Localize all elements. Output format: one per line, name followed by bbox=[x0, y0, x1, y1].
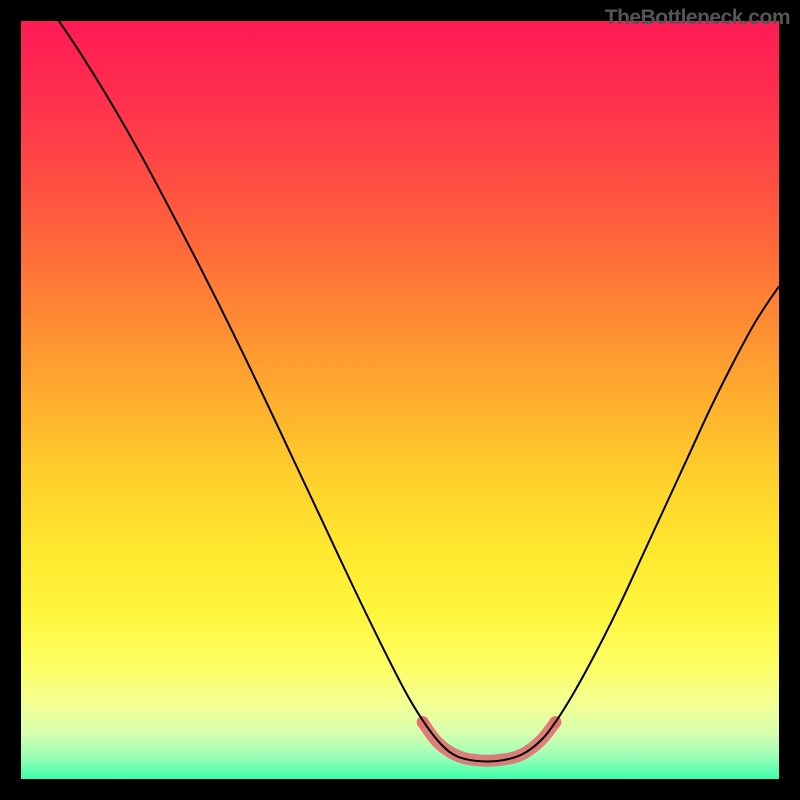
chart-background bbox=[21, 21, 779, 779]
watermark-text: TheBottleneck.com bbox=[605, 6, 790, 30]
bottleneck-chart: TheBottleneck.com bbox=[0, 0, 800, 800]
chart-svg bbox=[0, 0, 800, 800]
